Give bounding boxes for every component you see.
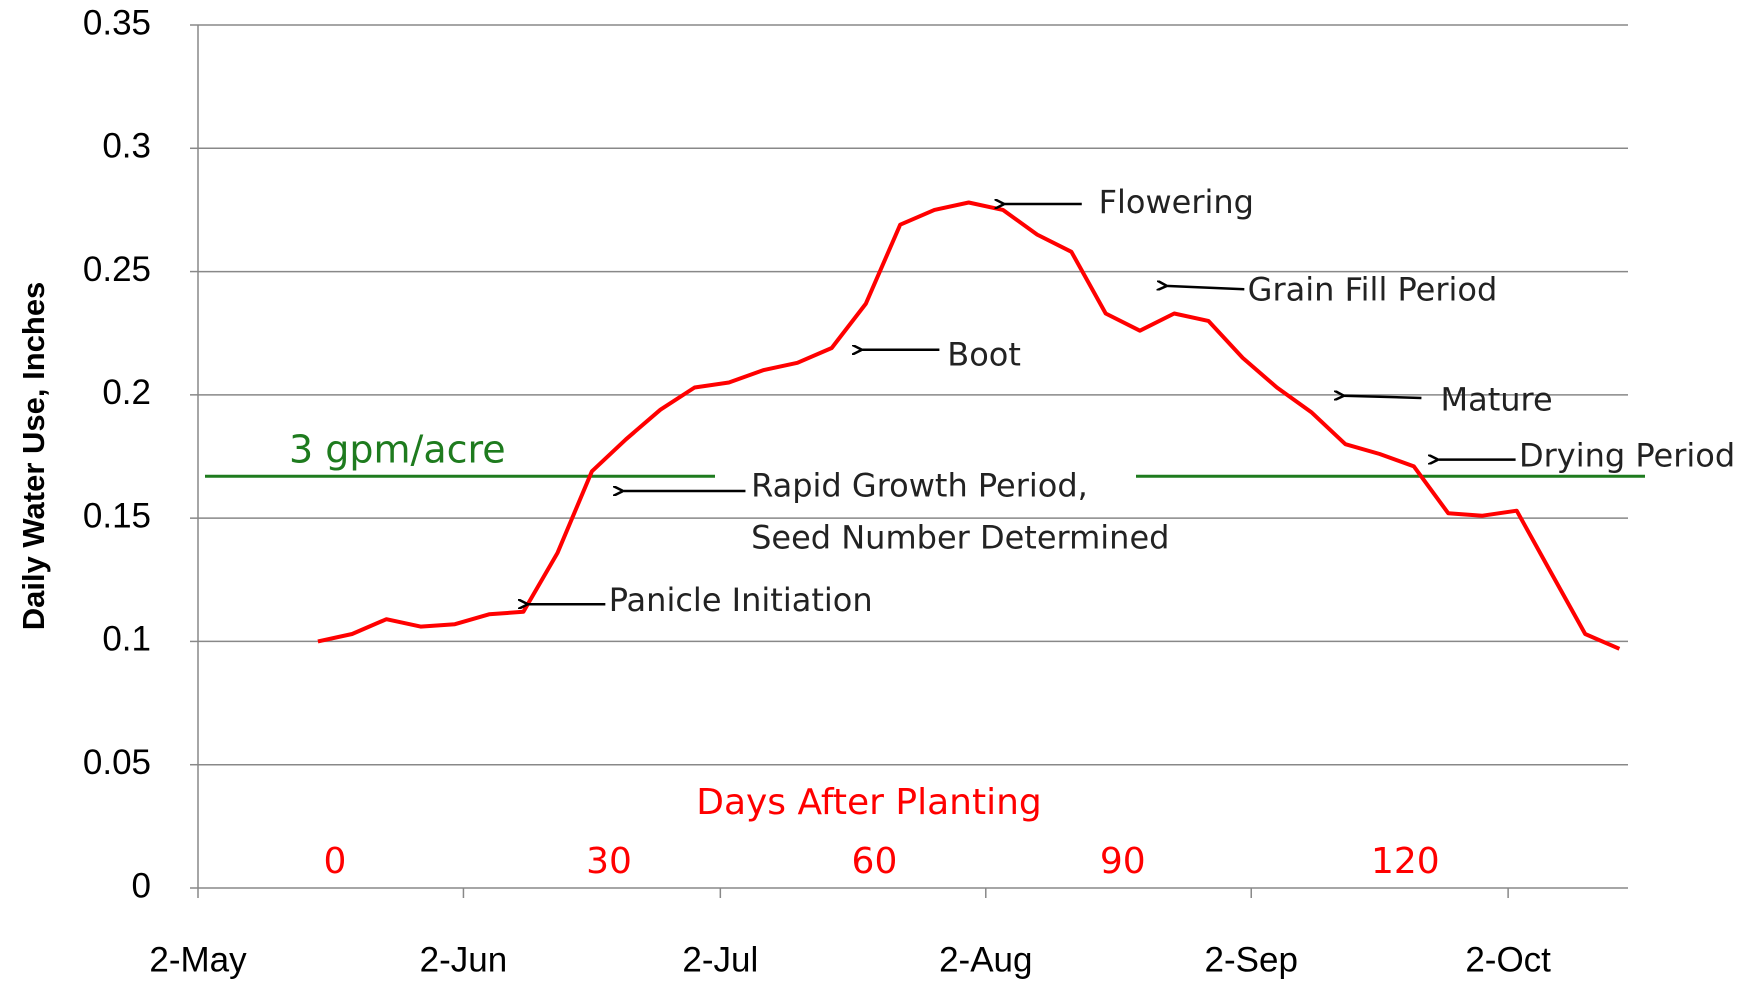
annotation-text: Grain Fill Period [1248, 270, 1498, 308]
days-label: 120 [1371, 841, 1440, 882]
y-tick-label: 0.3 [102, 127, 151, 166]
days-label: 0 [324, 841, 347, 882]
x-tick-label: 2-May [149, 940, 247, 979]
y-tick-label: 0.2 [102, 373, 151, 412]
x-tick-label: 2-Aug [939, 940, 1032, 979]
days-title: Days After Planting [696, 782, 1042, 823]
annotation-text: Seed Number Determined [751, 519, 1169, 557]
y-tick-label: 0 [132, 866, 151, 905]
y-tick-label: 0.15 [83, 496, 151, 535]
y-tick-label: 0.1 [102, 620, 151, 659]
y-tick-label: 0.05 [83, 743, 151, 782]
days-label: 90 [1100, 841, 1146, 882]
y-tick-label: 0.25 [83, 250, 151, 289]
annotation-text: Panicle Initiation [609, 581, 873, 619]
annotation-arrow [1343, 396, 1422, 398]
x-tick-label: 2-Jul [682, 940, 758, 979]
annotation-arrow [1166, 286, 1245, 289]
x-tick-label: 2-Oct [1465, 940, 1551, 979]
x-tick-label: 2-Sep [1205, 940, 1298, 979]
data-line [317, 200, 1621, 651]
annotation-text: Mature [1440, 380, 1552, 418]
annotation-text: Drying Period [1519, 436, 1735, 474]
annotation-text: Rapid Growth Period, [751, 467, 1088, 505]
threshold-label: 3 gpm/acre [289, 428, 506, 472]
days-label: 60 [852, 841, 898, 882]
days-label: 30 [586, 841, 632, 882]
annotation-text: Boot [947, 335, 1021, 373]
y-tick-label: 0.35 [83, 3, 151, 42]
annotation-text: Flowering [1099, 183, 1254, 221]
y-axis-label: Daily Water Use, Inches [16, 282, 51, 631]
x-tick-label: 2-Jun [420, 940, 508, 979]
